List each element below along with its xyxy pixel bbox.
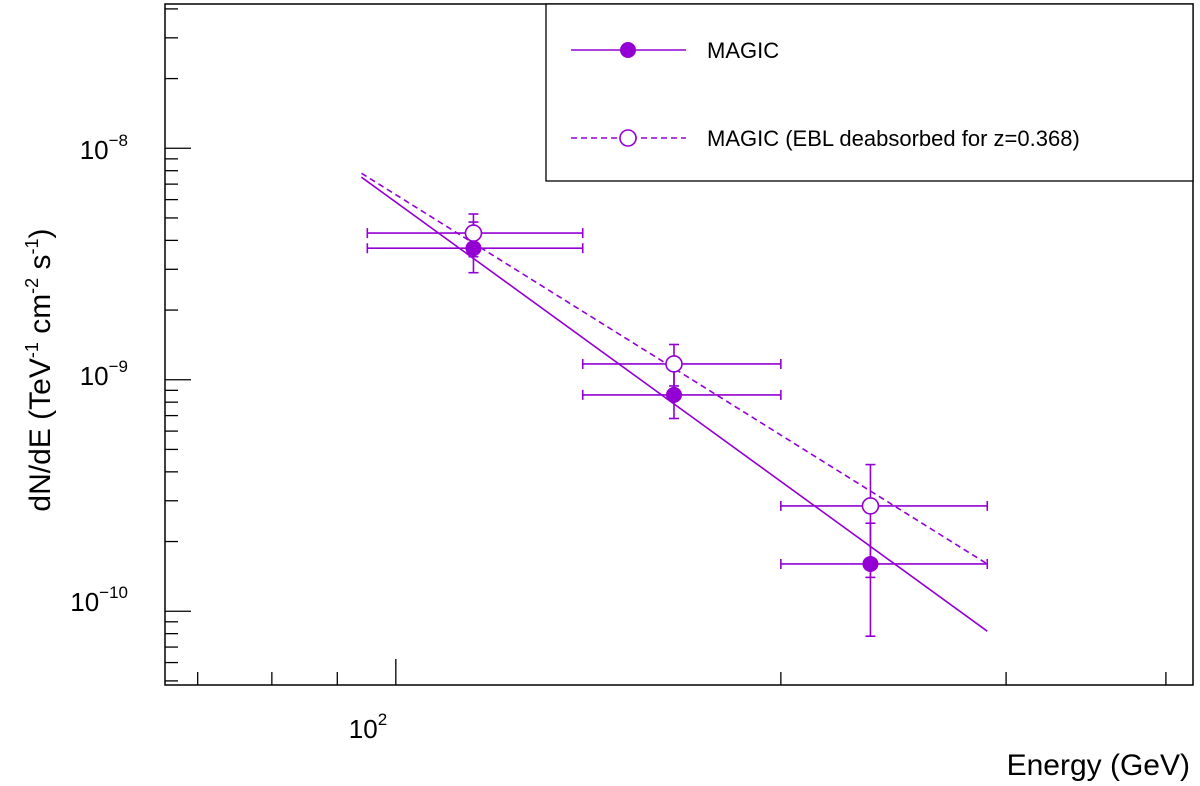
error-bars: [366, 213, 989, 637]
data-point-ebl: [665, 355, 683, 373]
data-point-magic: [665, 386, 682, 403]
data-point-ebl: [464, 224, 483, 242]
data-markers: [464, 224, 880, 572]
legend: MAGIC MAGIC (EBL deabsorbed for z=0.368): [545, 3, 1194, 182]
legend-marker-ebl: [619, 129, 637, 147]
legend-box: [545, 3, 1194, 182]
legend-marker-magic: [620, 42, 636, 58]
legend-label-magic: MAGIC: [707, 38, 779, 63]
y-tick-label: 10−10: [70, 583, 128, 617]
axis-ticks: [165, 8, 1167, 685]
y-tick-label: 10−9: [80, 357, 128, 391]
y-tick-label: 10−8: [80, 131, 128, 165]
data-point-magic: [862, 555, 879, 572]
data-point-magic: [465, 240, 482, 257]
data-point-ebl: [861, 497, 880, 515]
x-axis-title: Energy (GeV): [1007, 749, 1190, 782]
y-axis-title: dN/dE (TeV-1 cm-2 s-1): [22, 228, 57, 511]
legend-label-ebl: MAGIC (EBL deabsorbed for z=0.368): [707, 126, 1080, 151]
x-tick-label: 102: [349, 710, 387, 744]
fit-line-ebl: [361, 172, 988, 565]
tick-labels: 10−8 10−9 10−10 102: [70, 131, 387, 744]
